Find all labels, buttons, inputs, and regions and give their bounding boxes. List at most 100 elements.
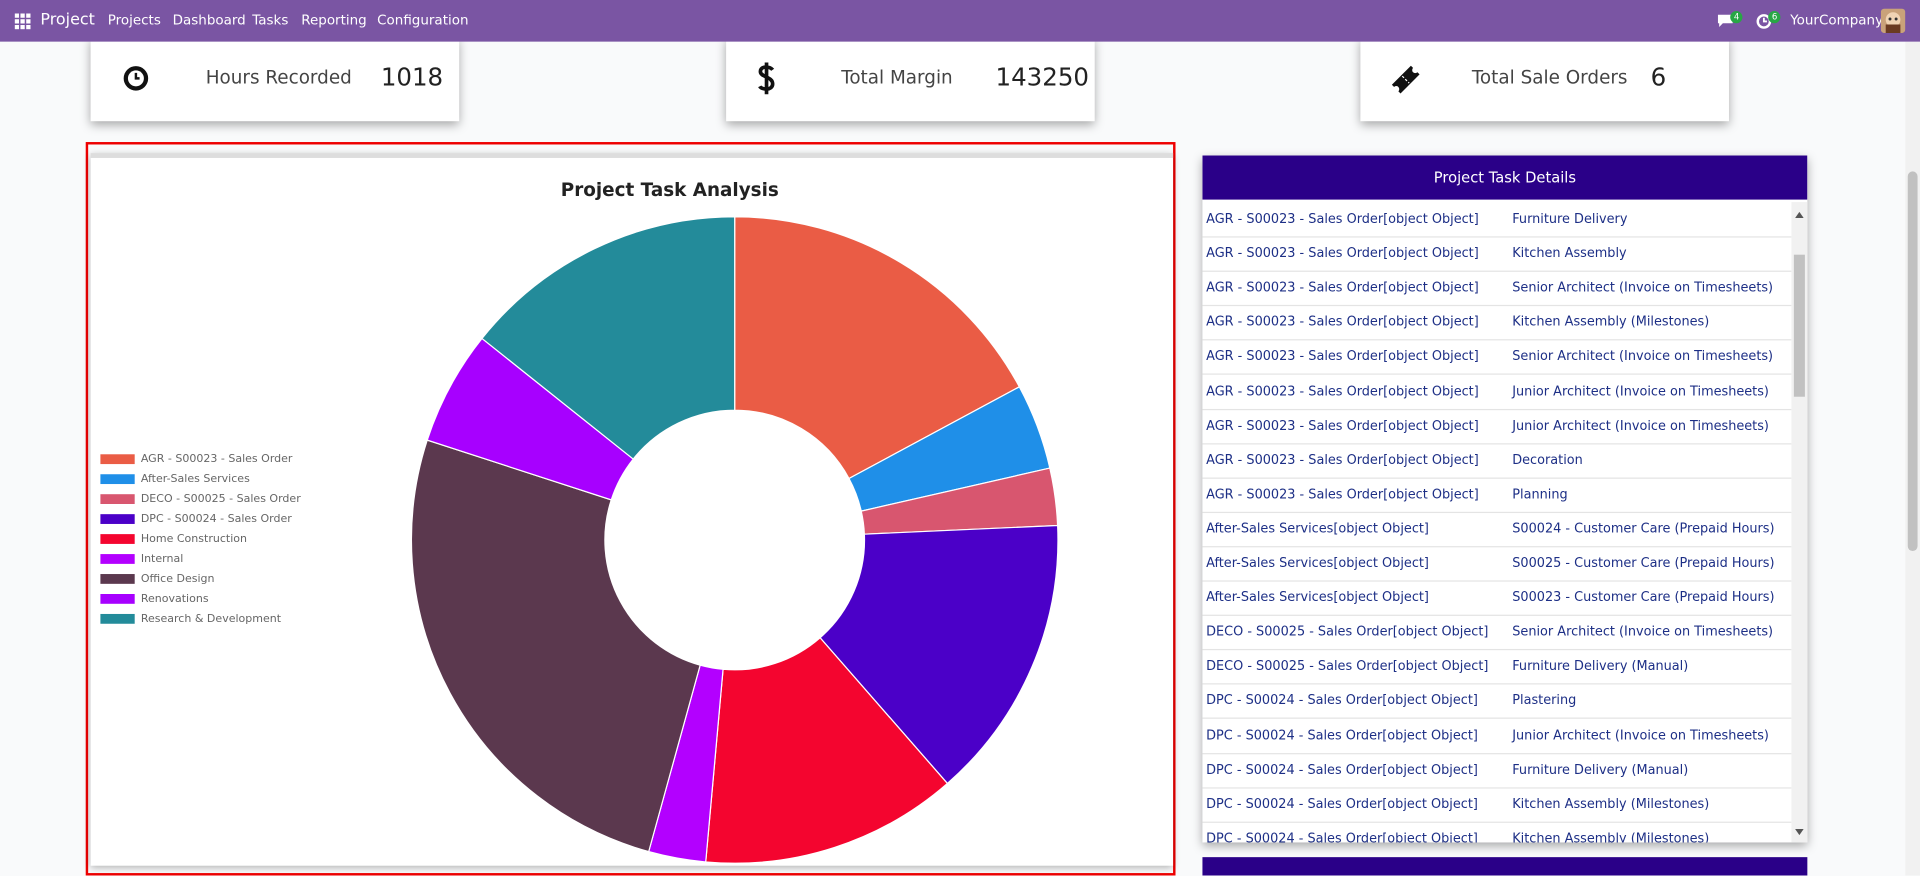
menu-item[interactable]: Dashboard	[172, 12, 246, 29]
legend-swatch	[100, 554, 135, 564]
scroll-down[interactable]	[1795, 828, 1804, 836]
project-name: AGR - S00023 - Sales Order[object Object…	[1206, 315, 1479, 330]
next-panel-header	[1202, 857, 1808, 876]
table-row[interactable]: After-Sales Services[object Object] S0002…	[1202, 512, 1792, 548]
table-row[interactable]: AGR - S00023 - Sales Order[object Object…	[1202, 340, 1792, 376]
task-name: Senior Architect (Invoice on Timesheets)	[1512, 349, 1774, 365]
project-name: AGR - S00023 - Sales Order[object Object…	[1206, 487, 1479, 502]
legend-swatch	[100, 474, 135, 485]
project-name: DPC - S00024 - Sales Order[object Object…	[1206, 727, 1478, 743]
table-row[interactable]: After-Sales Services[object Object] S0002…	[1202, 581, 1792, 617]
doughnut-slice	[481, 216, 736, 460]
kpi-label: Total Margin	[841, 66, 953, 89]
kpi-label: Total Sale Orders	[1471, 66, 1628, 89]
table-row[interactable]: DECO - S00025 - Sales Order[object Objec…	[1202, 615, 1792, 651]
menu-item[interactable]: Projects	[107, 12, 161, 29]
page-scrollbar[interactable]	[1905, 41, 1920, 876]
task-name: Furniture Delivery	[1512, 211, 1628, 227]
menu-item[interactable]: Reporting	[301, 12, 367, 29]
doughnut-slice	[819, 524, 1059, 785]
table-row[interactable]: DECO - S00025 - Sales Order[object Objec…	[1202, 649, 1792, 685]
scroll-up[interactable]	[1795, 211, 1804, 218]
task-name: Kitchen Assembly	[1512, 246, 1627, 261]
task-name: Planning	[1512, 487, 1568, 502]
table-row[interactable]: DPC - S00024 - Sales Order[object Object…	[1202, 821, 1791, 842]
task-name: Kitchen Assembly (Milestones)	[1512, 796, 1710, 812]
task-name: Furniture Delivery (Manual)	[1512, 659, 1689, 674]
table-row[interactable]: AGR - S00023 - Sales Order[object Object…	[1202, 236, 1792, 272]
table-row[interactable]: AGR - S00023 - Sales Order[object Object…	[1202, 477, 1792, 513]
task-details-panel: Project Task Details AGR - S00023 - Sale…	[1202, 155, 1808, 843]
app-name[interactable]: Project	[40, 11, 95, 30]
chart: Project Task Analysis AGR - S00023 - Sal…	[100, 180, 1059, 864]
menu-item[interactable]: Configuration	[377, 12, 469, 29]
project-name: AGR - S00023 - Sales Order[object Object…	[1206, 383, 1479, 399]
task-name: Kitchen Assembly (Milestones)	[1512, 831, 1710, 843]
task-name: S00025 - Customer Care (Prepaid Hours)	[1512, 555, 1775, 571]
legend-label: DPC - S00024 - Sales Order	[141, 512, 292, 525]
company-name[interactable]: YourCompany	[1790, 12, 1884, 29]
project-name: DPC - S00024 - Sales Order[object Object…	[1206, 831, 1478, 843]
task-name: Junior Architect (Invoice on Timesheets)	[1512, 727, 1769, 743]
activity-badge: 6	[1768, 11, 1781, 24]
doughnut-slice	[734, 216, 1021, 480]
scrollbar[interactable]	[1791, 202, 1808, 843]
task-table: AGR - S00023 - Sales Order[object Object…	[1202, 202, 1792, 842]
menu-item[interactable]: Tasks	[252, 12, 289, 29]
project-name: AGR - S00023 - Sales Order[object Object…	[1206, 349, 1479, 365]
message-badge: 4	[1730, 11, 1744, 24]
table-row[interactable]: After-Sales Services[object Object] S0002…	[1202, 546, 1792, 582]
project-name: DECO - S00025 - Sales Order[object Objec…	[1206, 659, 1489, 674]
project-name: AGR - S00023 - Sales Order[object Object…	[1206, 280, 1479, 296]
legend-label: AGR - S00023 - Sales Order	[141, 452, 293, 465]
table-row[interactable]: DPC - S00024 - Sales Order[object Object…	[1202, 753, 1792, 789]
dollar-icon	[758, 62, 775, 95]
page-scroll-thumb[interactable]	[1907, 171, 1918, 552]
legend-label: Office Design	[141, 572, 215, 585]
task-name: S00023 - Customer Care (Prepaid Hours)	[1512, 590, 1775, 606]
task-name: Senior Architect (Invoice on Timesheets)	[1512, 280, 1774, 296]
project-name: DPC - S00024 - Sales Order[object Object…	[1206, 693, 1478, 709]
table-row[interactable]: AGR - S00023 - Sales Order[object Object…	[1202, 305, 1792, 341]
ticket-icon	[1391, 65, 1420, 94]
doughnut-slice	[705, 636, 949, 864]
project-name: AGR - S00023 - Sales Order[object Object…	[1206, 211, 1479, 227]
legend-swatch	[100, 613, 135, 624]
kpi-label: Hours Recorded	[205, 66, 352, 89]
task-name: Senior Architect (Invoice on Timesheets)	[1512, 624, 1774, 640]
task-name: Junior Architect (Invoice on Timesheets)	[1512, 418, 1769, 433]
legend-swatch	[100, 514, 135, 524]
table-row[interactable]: DPC - S00024 - Sales Order[object Object…	[1202, 718, 1792, 754]
selection-outline	[85, 142, 1176, 876]
project-name: After-Sales Services[object Object]	[1206, 521, 1429, 537]
table-row[interactable]: AGR - S00023 - Sales Order[object Object…	[1202, 202, 1792, 238]
table-row[interactable]: AGR - S00023 - Sales Order[object Object…	[1202, 374, 1792, 410]
project-name: DPC - S00024 - Sales Order[object Object…	[1206, 762, 1478, 778]
scroll-thumb[interactable]	[1793, 254, 1805, 397]
legend-label: After-Sales Services	[141, 472, 250, 485]
kpi-value: 1018	[380, 62, 444, 92]
project-name: AGR - S00023 - Sales Order[object Object…	[1206, 418, 1479, 433]
avatar[interactable]	[1880, 8, 1906, 34]
task-name: Kitchen Assembly (Milestones)	[1512, 315, 1710, 330]
project-name: After-Sales Services[object Object]	[1206, 590, 1429, 606]
kpi-card: Hours Recorded 1018	[90, 36, 460, 122]
apps-icon[interactable]	[14, 13, 31, 30]
legend-swatch	[100, 594, 135, 604]
table-row[interactable]: DPC - S00024 - Sales Order[object Object…	[1202, 787, 1792, 823]
table-row[interactable]: DPC - S00024 - Sales Order[object Object…	[1202, 684, 1792, 720]
legend-label: Renovations	[141, 592, 209, 605]
chart-card: Project Task Analysis AGR - S00023 - Sal…	[90, 153, 1174, 866]
task-name: Plastering	[1512, 693, 1577, 709]
table-row[interactable]: AGR - S00023 - Sales Order[object Object…	[1202, 443, 1792, 479]
panel-header: Project Task Details	[1202, 155, 1808, 200]
kpi-value: 6	[1650, 62, 1667, 92]
legend-label: DECO - S00025 - Sales Order	[141, 492, 301, 505]
table-row[interactable]: AGR - S00023 - Sales Order[object Object…	[1202, 408, 1792, 444]
clock-icon	[123, 66, 149, 91]
legend-swatch	[100, 534, 135, 544]
messages-icon[interactable]	[1717, 13, 1734, 28]
table-row[interactable]: AGR - S00023 - Sales Order[object Object…	[1202, 271, 1792, 307]
chart-title: Project Task Analysis	[561, 180, 779, 201]
legend-swatch	[100, 574, 135, 584]
